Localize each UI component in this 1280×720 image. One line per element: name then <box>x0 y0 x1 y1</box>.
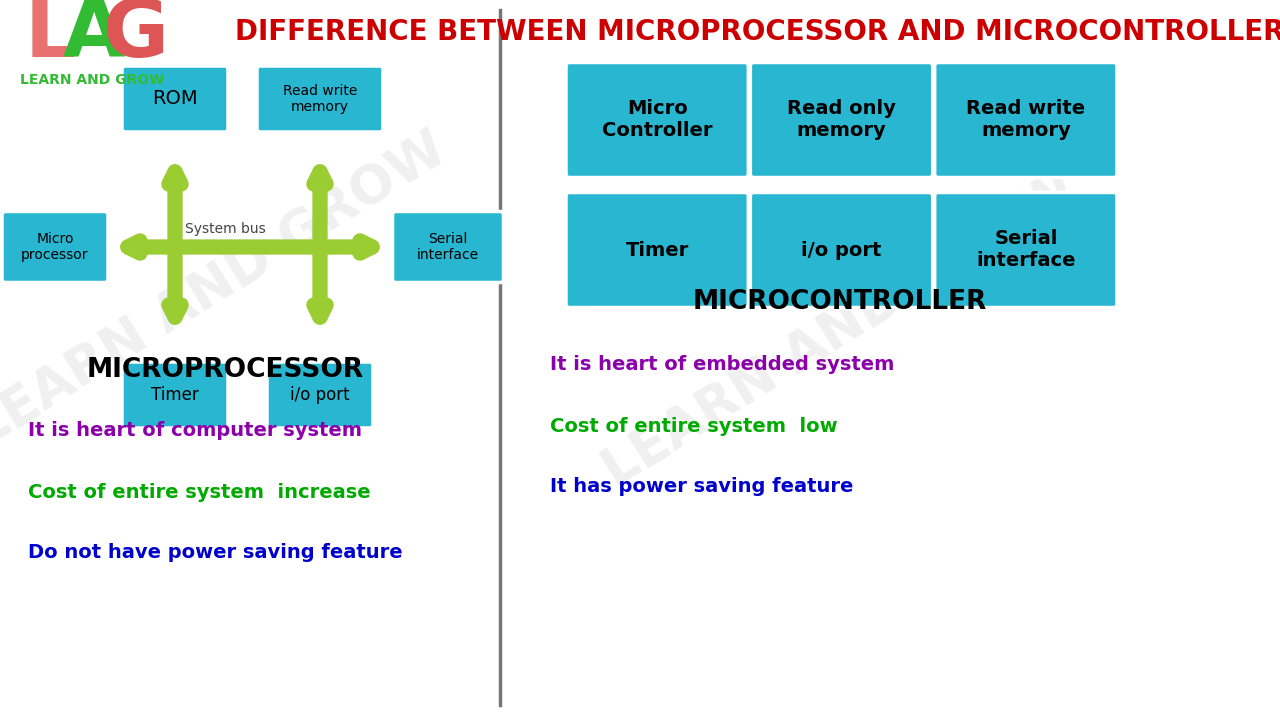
FancyBboxPatch shape <box>393 212 503 282</box>
Text: Read only
memory: Read only memory <box>787 99 896 140</box>
Text: Cost of entire system  increase: Cost of entire system increase <box>28 482 371 502</box>
Text: Micro
processor: Micro processor <box>22 232 88 262</box>
Text: LEARN AND GROW: LEARN AND GROW <box>20 73 164 87</box>
Text: Timer: Timer <box>151 386 198 404</box>
Text: Read write
memory: Read write memory <box>283 84 357 114</box>
Text: Do not have power saving feature: Do not have power saving feature <box>28 542 403 562</box>
Text: A: A <box>63 0 125 74</box>
FancyBboxPatch shape <box>3 212 108 282</box>
Text: L: L <box>26 0 77 74</box>
Text: MICROPROCESSOR: MICROPROCESSOR <box>87 357 364 383</box>
FancyBboxPatch shape <box>566 63 749 178</box>
Text: LEARN AND GROW: LEARN AND GROW <box>0 122 456 457</box>
Text: It is heart of embedded system: It is heart of embedded system <box>550 356 895 374</box>
FancyBboxPatch shape <box>934 63 1117 178</box>
Text: System bus: System bus <box>184 222 265 236</box>
FancyBboxPatch shape <box>750 63 933 178</box>
Text: LEARN AND GROW: LEARN AND GROW <box>594 163 1087 498</box>
FancyBboxPatch shape <box>122 66 228 132</box>
Text: It is heart of computer system: It is heart of computer system <box>28 420 362 439</box>
Text: i/o port: i/o port <box>801 240 882 259</box>
FancyBboxPatch shape <box>750 192 933 307</box>
FancyBboxPatch shape <box>268 362 372 428</box>
Text: Cost of entire system  low: Cost of entire system low <box>550 418 837 436</box>
Text: G: G <box>102 0 169 74</box>
Text: It has power saving feature: It has power saving feature <box>550 477 854 497</box>
Text: DIFFERENCE BETWEEN MICROPROCESSOR AND MICROCONTROLLER: DIFFERENCE BETWEEN MICROPROCESSOR AND MI… <box>236 18 1280 46</box>
FancyBboxPatch shape <box>566 192 749 307</box>
Text: Serial
interface: Serial interface <box>977 230 1075 271</box>
FancyBboxPatch shape <box>122 362 228 428</box>
Text: Read write
memory: Read write memory <box>966 99 1085 140</box>
Text: Timer: Timer <box>626 240 689 259</box>
Text: i/o port: i/o port <box>291 386 349 404</box>
FancyBboxPatch shape <box>257 66 383 132</box>
Text: ROM: ROM <box>152 89 198 109</box>
Text: Serial
interface: Serial interface <box>417 232 479 262</box>
Text: Micro
Controller: Micro Controller <box>602 99 713 140</box>
Text: MICROCONTROLLER: MICROCONTROLLER <box>692 289 987 315</box>
FancyBboxPatch shape <box>934 192 1117 307</box>
